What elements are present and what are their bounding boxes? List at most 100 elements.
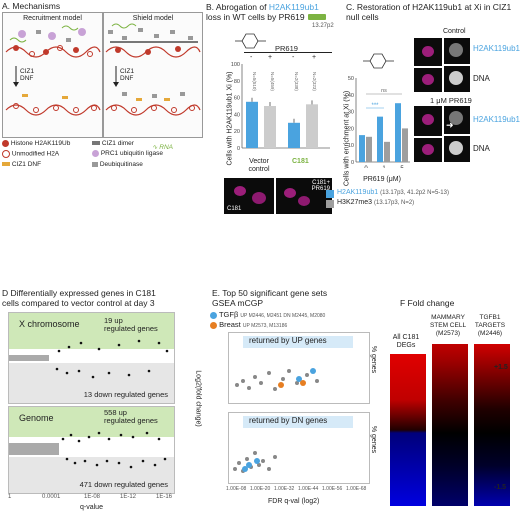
control-dna-label: DNA bbox=[473, 74, 490, 83]
micrograph-pr619-2: ➜ bbox=[444, 106, 470, 134]
micrograph-control-4 bbox=[414, 68, 442, 92]
panel-d-title: D Differentially expressed genes in C181… bbox=[2, 288, 156, 308]
panel-b-title: B. Abrogation of H2AK119ub1 loss in WT ce… bbox=[206, 2, 331, 22]
scale-top-label: +1.5 bbox=[494, 364, 508, 371]
micrograph-pr619-4 bbox=[414, 138, 442, 162]
heatmap-col2 bbox=[432, 344, 468, 506]
mechanism-diagram bbox=[5, 23, 201, 116]
panel-b-title-hl: H2AK119ub1 bbox=[268, 2, 319, 12]
micrograph-control-3 bbox=[444, 66, 470, 92]
chemical-structure-b bbox=[235, 33, 266, 49]
legend-h2a: H2AK119ub1 (13.17p3, 41.2p2 N=5-13) bbox=[337, 189, 449, 196]
e-xtick-0: 1.00E-08 bbox=[226, 486, 247, 492]
plus-label-2: + bbox=[312, 54, 317, 61]
panel-d-ylabel: Log2(fold change) bbox=[194, 370, 202, 427]
breast-note: UP M2573, M13186 bbox=[242, 323, 288, 329]
legend-dub: Deubiquitinase bbox=[99, 161, 143, 168]
heatmap-col3 bbox=[474, 344, 510, 506]
pr619-dna-label: DNA bbox=[473, 144, 490, 153]
arrow-icon: ➜ bbox=[446, 120, 454, 130]
volcano-genome-points bbox=[9, 431, 167, 469]
d-xtick-1: 0.0001 bbox=[42, 494, 61, 500]
legend-dimer: CIZ1 dimer bbox=[101, 140, 134, 147]
gsea-dn-plot: returned by DN genes bbox=[228, 412, 370, 484]
volcano-x-plot: X chromosome 19 up regulated genes 13 do… bbox=[8, 312, 175, 404]
breast-label: Breast bbox=[219, 320, 241, 329]
b-bar bbox=[306, 104, 318, 148]
c-stars-label: *** bbox=[371, 103, 379, 109]
b-bar bbox=[264, 106, 276, 148]
panel-c-title-post: in CIZ1 null cells bbox=[346, 2, 512, 22]
micrograph-control-1 bbox=[414, 38, 442, 66]
x-chromosome-label: X chromosome bbox=[19, 319, 80, 329]
genome-up-label: 558 up regulated genes bbox=[104, 408, 158, 425]
ciz1-dnf-label-2: CIZ1 DNF bbox=[120, 68, 135, 82]
legend-h3-swatch bbox=[326, 200, 334, 208]
legend-histone: Histone H2AK119Ub bbox=[10, 140, 71, 148]
b-n-label: N=5(459) bbox=[270, 72, 275, 91]
pr619-label-b: PR619 bbox=[275, 44, 298, 53]
minus-label-1: - bbox=[250, 54, 253, 61]
volcano-x-points bbox=[9, 339, 169, 379]
panel-e-title: E. Top 50 significant gene sets GSEA mCG… bbox=[212, 288, 328, 308]
col1-label: All C181 DEGs bbox=[392, 334, 420, 349]
e-xtick-5: 1.00E-68 bbox=[346, 486, 367, 492]
micrograph-c181-pr619-label: C181+ PR619 bbox=[311, 180, 330, 192]
panel-a-legend: Histone H2AK119Ub Unmodified H2A CIZ1 DN… bbox=[2, 140, 202, 184]
c-bar bbox=[359, 135, 365, 162]
genome-down-label: 471 down regulated genes bbox=[79, 480, 168, 489]
tgfb-note: UP M2446, M2451 DN M2445, M2080 bbox=[240, 313, 326, 319]
control-h2a-label: H2AK119ub1 bbox=[473, 44, 520, 53]
tgfb-dot-icon bbox=[210, 311, 217, 319]
d-xtick-2: 1E-08 bbox=[84, 494, 101, 500]
legend-unmodified: Unmodified H2A bbox=[11, 150, 60, 158]
micrograph-c181-pr619: C181+ PR619 bbox=[276, 178, 332, 214]
rna-icon: ∿ bbox=[152, 144, 158, 151]
b-ytick: 100 bbox=[231, 62, 240, 68]
dn-genes-label: returned by DN genes bbox=[249, 416, 328, 425]
breast-dot-icon bbox=[210, 321, 217, 329]
c-bar bbox=[366, 136, 372, 162]
e-xtick-4: 1.00E-56 bbox=[322, 486, 343, 492]
x-up-label: 19 up regulated genes bbox=[104, 316, 158, 333]
panel-e-xlabel: FDR q-val (log2) bbox=[268, 498, 320, 505]
legend-h3: H3K27me3 (13.17p3, N=2) bbox=[337, 199, 414, 206]
panel-d-xticks: 1 0.0001 1E-08 1E-12 1E-16 bbox=[8, 494, 178, 502]
panel-e-ylabel-dn: % genes bbox=[370, 425, 378, 454]
b-bar bbox=[288, 122, 300, 148]
c-bar bbox=[384, 141, 390, 162]
c-xtick: 1 bbox=[382, 166, 386, 168]
gsea-up-plot: returned by UP genes bbox=[228, 332, 370, 404]
b-ytick: 40 bbox=[234, 112, 240, 118]
c-xtick: 0 bbox=[364, 166, 368, 168]
e-xtick-3: 1.00E-44 bbox=[298, 486, 319, 492]
ciz1-dnf-icon bbox=[2, 162, 10, 167]
legend-h3-label: H3K27me3 bbox=[337, 199, 373, 206]
b-ytick: 0 bbox=[237, 146, 240, 152]
chemical-structure-c bbox=[363, 53, 394, 69]
heatmap-col1 bbox=[390, 354, 426, 506]
micrograph-control-2 bbox=[444, 38, 470, 64]
panel-b-title-pre: B. Abrogation of bbox=[206, 2, 269, 12]
c-bar bbox=[377, 116, 383, 162]
panel-c-xlabel: PR619 (μM) bbox=[363, 176, 401, 183]
legend-dnf: CIZ1 DNF bbox=[11, 161, 42, 168]
c-ytick: 20 bbox=[348, 126, 354, 132]
prc1-icon bbox=[92, 150, 99, 157]
histone-icon bbox=[2, 140, 9, 147]
ciz1-dimer-icon bbox=[92, 141, 100, 146]
col2-label: MAMMARY STEM CELL (M2573) bbox=[429, 314, 467, 337]
b-n-label: N=2(338) bbox=[294, 72, 299, 91]
recruitment-model-label: Recruitment model bbox=[23, 15, 82, 22]
micrograph-c181-label: C181 bbox=[227, 206, 242, 212]
legend-h3-note: (13.17p3, N=2) bbox=[373, 200, 415, 206]
b-ytick: 20 bbox=[234, 129, 240, 135]
x-down-label: 13 down regulated genes bbox=[83, 390, 168, 399]
panel-c-chart: 50 40 30 20 10 0 0 1 5 ns *** bbox=[348, 76, 410, 168]
up-genes-label: returned by UP genes bbox=[249, 336, 327, 345]
b-ytick: 80 bbox=[234, 79, 240, 85]
panel-e-ylabel-up: % genes bbox=[370, 345, 378, 374]
plus-label-1: + bbox=[268, 54, 273, 61]
micrograph-pr619-1 bbox=[414, 106, 442, 136]
c181-label: C181 bbox=[292, 158, 309, 165]
